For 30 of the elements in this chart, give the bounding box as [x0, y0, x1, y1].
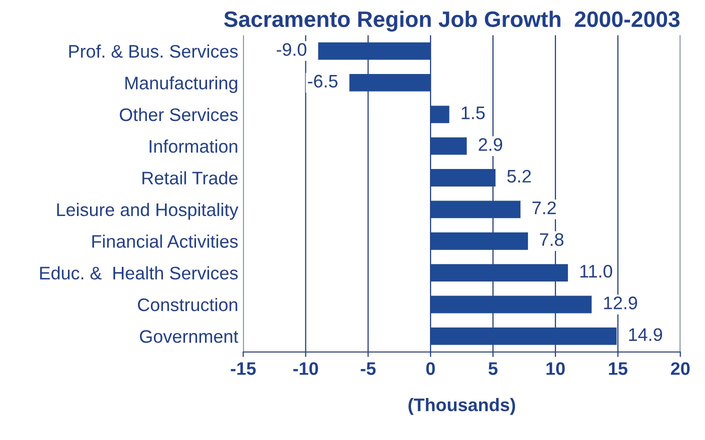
x-tick-label: 5: [488, 362, 498, 375]
y-tick-label: Other Services: [120, 108, 238, 122]
data-label: 1.5: [462, 106, 485, 120]
x-tick-label: 20: [670, 362, 690, 375]
x-tick-label: -15: [230, 362, 256, 375]
x-axis-title: (Thousands): [408, 398, 516, 415]
y-tick-label: Financial Activities: [92, 234, 238, 248]
x-tick-label: 0: [426, 362, 435, 375]
y-tick-label: Government: [140, 330, 238, 343]
x-tick-label: -10: [293, 362, 318, 375]
data-label: -9.0: [276, 43, 306, 56]
data-label: 14.9: [629, 328, 662, 342]
y-tick-label: Retail Trade: [142, 171, 238, 184]
y-tick-label: Manufacturing: [125, 76, 238, 94]
y-tick-label: Information: [150, 140, 238, 153]
x-tick-label: -5: [360, 362, 376, 375]
y-tick-label: Prof. & Bus. Services: [69, 44, 238, 58]
y-tick-label: Educ. & Health Services: [40, 266, 238, 280]
data-label: -6.5: [308, 74, 338, 88]
data-label: 7.8: [540, 233, 564, 246]
x-tick-label: 15: [608, 362, 628, 375]
chart-title: Sacramento Region Job Growth 2000-2003: [224, 10, 680, 32]
data-label: 5.2: [507, 170, 531, 183]
y-tick-label: Construction: [138, 298, 238, 312]
data-label: 7.2: [532, 202, 556, 214]
y-tick-label: Leisure and Hospitality: [57, 202, 238, 220]
data-label: 11.0: [580, 264, 612, 278]
data-label: 12.9: [604, 296, 638, 310]
x-tick-label: 10: [546, 362, 565, 375]
data-label: 2.9: [478, 138, 502, 151]
